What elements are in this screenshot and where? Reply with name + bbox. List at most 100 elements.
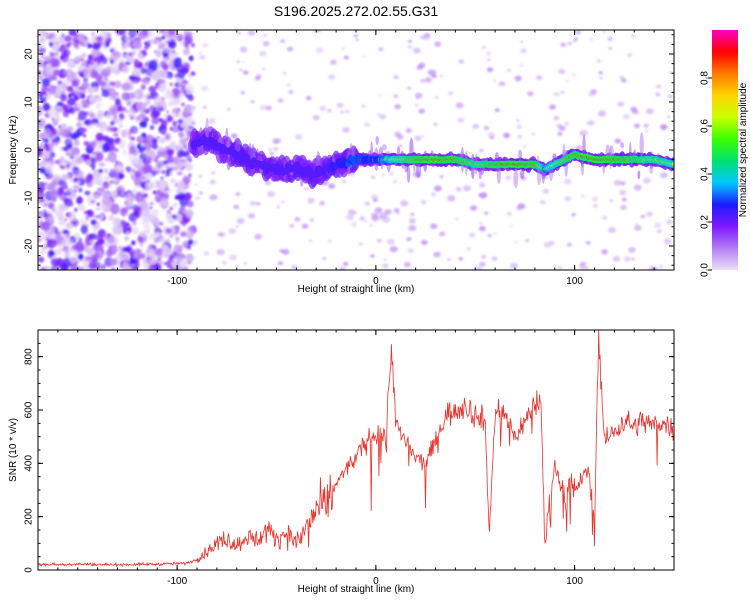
noise-speck	[433, 185, 442, 192]
noise-blob	[88, 94, 96, 104]
noise-blob	[116, 255, 121, 260]
noise-blob	[92, 214, 98, 218]
noise-blob	[120, 219, 127, 227]
signal-wisp	[580, 161, 585, 176]
signal-wisp	[300, 178, 304, 187]
noise-blob	[134, 158, 140, 164]
noise-blob	[163, 51, 167, 55]
noise-blob	[177, 153, 182, 159]
noise-speck	[276, 205, 281, 209]
noise-speck	[591, 196, 598, 202]
noise-blob	[93, 228, 97, 233]
noise-speck	[289, 224, 294, 228]
noise-speck	[388, 172, 394, 176]
noise-blob	[146, 156, 153, 164]
noise-speck	[663, 238, 672, 245]
noise-speck	[408, 224, 417, 232]
noise-blob	[175, 225, 181, 232]
noise-blob	[38, 230, 48, 240]
noise-blob	[139, 242, 144, 247]
noise-speck	[328, 74, 336, 80]
noise-speck	[466, 247, 472, 251]
noise-blob	[181, 67, 189, 74]
noise-speck	[468, 232, 476, 238]
noise-blob	[95, 235, 100, 240]
noise-blob	[183, 193, 192, 201]
noise-speck	[510, 262, 518, 269]
noise-blob	[133, 210, 141, 218]
noise-blob	[151, 116, 160, 125]
noise-speck	[579, 129, 589, 137]
noise-blob	[46, 182, 57, 191]
noise-blob	[164, 173, 170, 177]
noise-speck	[369, 254, 375, 258]
noise-blob	[139, 152, 148, 162]
noise-blob	[106, 141, 115, 153]
noise-blob	[108, 96, 114, 101]
noise-speck	[235, 225, 239, 228]
signal-wisp	[620, 142, 624, 149]
noise-blob	[168, 101, 175, 107]
noise-blob	[74, 207, 78, 212]
noise-blob	[55, 86, 63, 95]
noise-speck	[236, 60, 241, 64]
noise-speck	[660, 124, 668, 130]
noise-speck	[191, 239, 199, 245]
noise-blob	[49, 215, 55, 222]
noise-speck	[458, 59, 464, 64]
noise-blob	[114, 160, 119, 164]
noise-blob	[38, 41, 44, 49]
noise-blob	[110, 107, 119, 116]
noise-speck	[203, 251, 210, 256]
signal-wisp	[375, 135, 379, 146]
noise-speck	[393, 208, 400, 213]
spectrogram-signal-track	[188, 117, 674, 190]
noise-blob	[64, 160, 68, 163]
noise-speck	[309, 239, 312, 242]
noise-speck	[341, 47, 345, 50]
noise-blob	[121, 41, 125, 45]
signal-wisp	[409, 137, 414, 161]
noise-blob	[66, 167, 70, 171]
noise-blob	[169, 206, 174, 211]
noise-speck	[362, 55, 366, 58]
noise-blob	[158, 80, 162, 84]
noise-speck	[659, 172, 668, 179]
noise-blob	[163, 252, 170, 258]
noise-speck	[587, 120, 595, 126]
noise-blob	[113, 80, 122, 89]
noise-blob	[65, 163, 71, 168]
noise-speck	[242, 61, 246, 64]
noise-blob	[134, 261, 140, 268]
noise-blob	[144, 197, 149, 201]
noise-blob	[133, 250, 141, 260]
noise-blob	[171, 214, 178, 220]
noise-blob	[123, 128, 130, 134]
noise-speck	[384, 209, 392, 215]
noise-speck	[340, 110, 344, 114]
noise-blob	[167, 114, 172, 118]
noise-speck	[420, 239, 428, 246]
noise-blob	[71, 79, 79, 88]
noise-blob	[67, 104, 72, 110]
noise-blob	[42, 102, 51, 112]
noise-speck	[493, 79, 496, 82]
noise-blob	[97, 256, 103, 262]
noise-blob	[175, 33, 184, 42]
noise-blob	[46, 211, 52, 215]
noise-speck	[379, 212, 388, 219]
noise-blob	[169, 189, 173, 193]
noise-speck	[593, 204, 598, 208]
noise-blob	[95, 146, 101, 152]
noise-blob	[102, 68, 112, 76]
noise-speck	[558, 68, 566, 75]
y-tick-label: 10	[24, 96, 35, 108]
noise-blob	[132, 129, 137, 132]
noise-blob	[159, 189, 164, 195]
noise-speck	[381, 173, 385, 176]
noise-speck	[553, 115, 560, 121]
noise-speck	[566, 242, 573, 247]
noise-blob	[41, 37, 47, 42]
noise-speck	[280, 39, 286, 43]
